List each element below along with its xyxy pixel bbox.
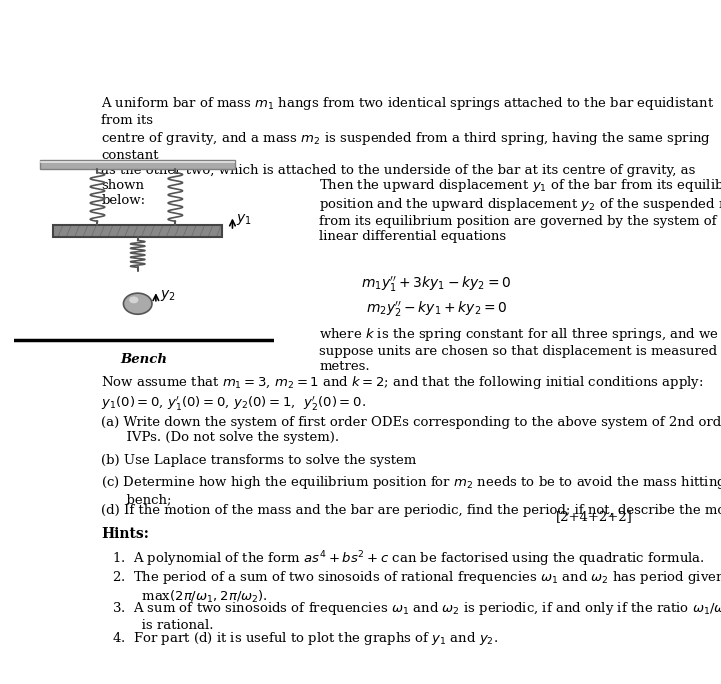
Text: 4.  For part (d) it is useful to plot the graphs of $y_1$ and $y_2$.: 4. For part (d) it is useful to plot the…: [112, 631, 499, 647]
Text: (d) If the motion of the mass and the bar are periodic, find the period; if not,: (d) If the motion of the mass and the ba…: [101, 505, 721, 518]
Text: $y_1$: $y_1$: [236, 212, 252, 227]
Circle shape: [129, 296, 138, 303]
Text: Bench: Bench: [120, 353, 168, 366]
Text: [2+4+2+2]: [2+4+2+2]: [555, 510, 632, 523]
Text: (a) Write down the system of first order ODEs corresponding to the above system : (a) Write down the system of first order…: [101, 416, 721, 444]
Text: $m_2y_2'' - ky_1 + ky_2 = 0$: $m_2y_2'' - ky_1 + ky_2 = 0$: [366, 300, 508, 319]
Text: 1.  A polynomial of the form $as^4 + bs^2 + c$ can be factorised using the quadr: 1. A polynomial of the form $as^4 + bs^2…: [112, 549, 705, 569]
Bar: [40, 161, 235, 163]
Circle shape: [123, 293, 152, 314]
Text: A uniform bar of mass $m_1$ hangs from two identical springs attached to the bar: A uniform bar of mass $m_1$ hangs from t…: [101, 95, 715, 207]
Text: $y_2$: $y_2$: [160, 287, 175, 302]
Text: $m_1y_1'' + 3ky_1 - ky_2 = 0$: $m_1y_1'' + 3ky_1 - ky_2 = 0$: [361, 274, 512, 293]
Text: Then the upward displacement $y_1$ of the bar from its equilibrium
position and : Then the upward displacement $y_1$ of th…: [319, 177, 721, 244]
Text: 2.  The period of a sum of two sinosoids of rational frequencies $\omega_1$ and : 2. The period of a sum of two sinosoids …: [112, 569, 721, 605]
Text: (b) Use Laplace transforms to solve the system: (b) Use Laplace transforms to solve the …: [101, 454, 417, 467]
Bar: [40, 160, 235, 169]
Text: Hints:: Hints:: [101, 527, 149, 541]
Text: where $k$ is the spring constant for all three springs, and we
suppose units are: where $k$ is the spring constant for all…: [319, 326, 721, 373]
Text: 3.  A sum of two sinosoids of frequencies $\omega_1$ and $\omega_2$ is periodic,: 3. A sum of two sinosoids of frequencies…: [112, 600, 721, 632]
Text: Now assume that $m_1 = 3$, $m_2 = 1$ and $k = 2$; and that the following initial: Now assume that $m_1 = 3$, $m_2 = 1$ and…: [101, 374, 704, 412]
Bar: [53, 225, 222, 237]
Text: (c) Determine how high the equilibrium position for $m_2$ needs to be to avoid t: (c) Determine how high the equilibrium p…: [101, 474, 721, 506]
